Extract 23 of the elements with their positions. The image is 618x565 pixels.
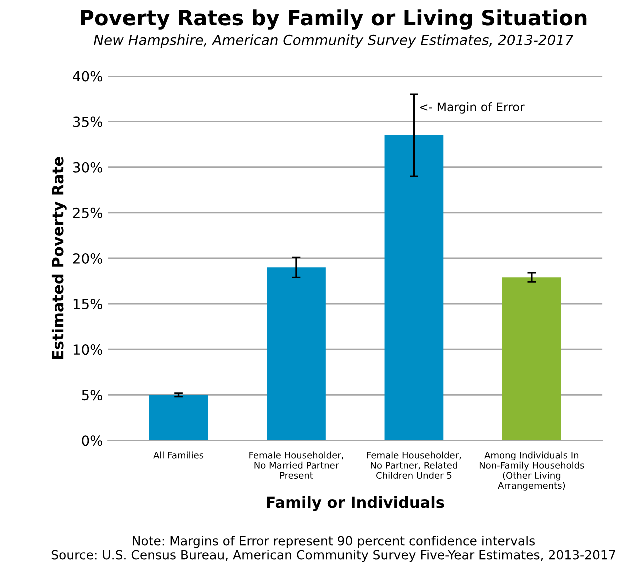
- x-tick-label: Female Householder, No Married Partner Present: [250, 452, 344, 480]
- y-tick-label: 15%: [74, 299, 103, 310]
- text: Note: Margins of Error represent 90 percent confidence intervals Source: U.S. Census Bureau, American Community Survey Five-Year Estimates, 2013-2017: [52, 536, 616, 562]
- bar: [502, 278, 562, 441]
- bar: [149, 395, 208, 441]
- bar: [384, 135, 444, 441]
- x-tick-label: All Families: [154, 452, 204, 459]
- y-tick-label: 0%: [82, 436, 103, 446]
- x-axis-title: Family or Individuals: [267, 496, 444, 512]
- y-tick-label: 20%: [73, 253, 103, 264]
- y-tick-label: 5%: [82, 390, 103, 401]
- chart-subtitle: New Hampshire, American Community Survey Estimates, 2013-2017: [94, 34, 574, 48]
- y-tick-label: 25%: [73, 208, 103, 218]
- bar: [267, 268, 326, 441]
- y-axis-title: Estimated Poverty Rate: [52, 157, 67, 360]
- x-tick-label: Female Householder, No Partner, Related Children Under 5: [367, 452, 462, 480]
- y-tick-label: 30%: [73, 162, 103, 173]
- y-tick-label: 35%: [73, 116, 103, 128]
- chart-title: Poverty Rates by Family or Living Situation: [81, 10, 587, 30]
- annotation: <- Margin of Error: [420, 102, 525, 114]
- y-tick-label: 10%: [74, 344, 103, 356]
- x-tick-label: Among Individuals In Non-Family Households (Other Living Arrangements): [480, 452, 584, 491]
- y-tick-label: 40%: [73, 71, 103, 82]
